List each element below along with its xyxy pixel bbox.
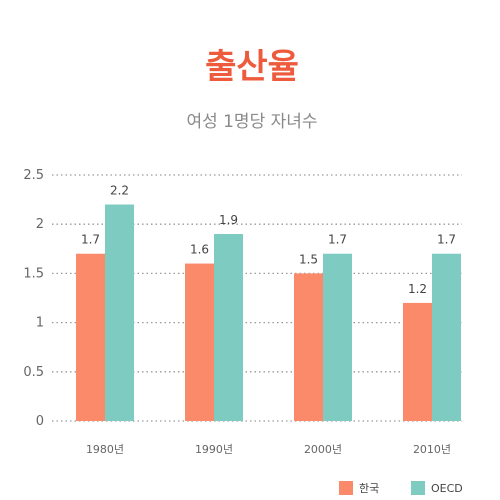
y-tick-label: 1 <box>36 316 44 331</box>
legend-swatch <box>339 481 353 495</box>
legend-swatch <box>411 481 425 495</box>
bars: 1.7 2.2 1.6 1.9 1.5 1.7 1.2 1.7 <box>76 184 461 421</box>
data-label: 1.2 <box>408 282 427 296</box>
data-label: 2.2 <box>110 184 129 198</box>
bar <box>185 263 214 421</box>
data-label: 1.6 <box>190 243 209 257</box>
x-tick-label: 2010년 <box>413 443 451 456</box>
y-tick-label: 1.5 <box>23 266 44 281</box>
legend-label: 한국 <box>359 482 379 495</box>
bar <box>323 253 352 421</box>
chart-subtitle: 여성 1명당 자녀수 <box>186 112 317 132</box>
x-tick-label: 1980년 <box>86 443 124 456</box>
bar <box>432 253 461 421</box>
y-tick-label: 0.5 <box>23 365 44 380</box>
bar <box>403 302 432 421</box>
chart-title: 출산율 <box>205 47 299 87</box>
bar <box>294 273 323 421</box>
y-tick-label: 2.5 <box>23 168 44 183</box>
data-label: 1.7 <box>81 233 100 247</box>
data-label: 1.7 <box>437 233 456 247</box>
bar <box>105 204 134 421</box>
data-label: 1.9 <box>219 213 238 227</box>
bar <box>214 234 243 421</box>
data-label: 1.5 <box>299 252 318 266</box>
data-label: 1.7 <box>328 233 347 247</box>
x-tick-label: 2000년 <box>304 443 342 456</box>
legend-label: OECD <box>431 482 463 495</box>
legend: 한국 OECD <box>339 481 463 495</box>
x-axis: 1980년 1990년 2000년 2010년 <box>86 443 451 456</box>
y-axis: 0 0.5 1 1.5 2 2.5 <box>23 168 44 429</box>
x-tick-label: 1990년 <box>195 443 233 456</box>
y-tick-label: 0 <box>36 414 44 429</box>
y-tick-label: 2 <box>36 217 44 232</box>
bar <box>76 253 105 421</box>
